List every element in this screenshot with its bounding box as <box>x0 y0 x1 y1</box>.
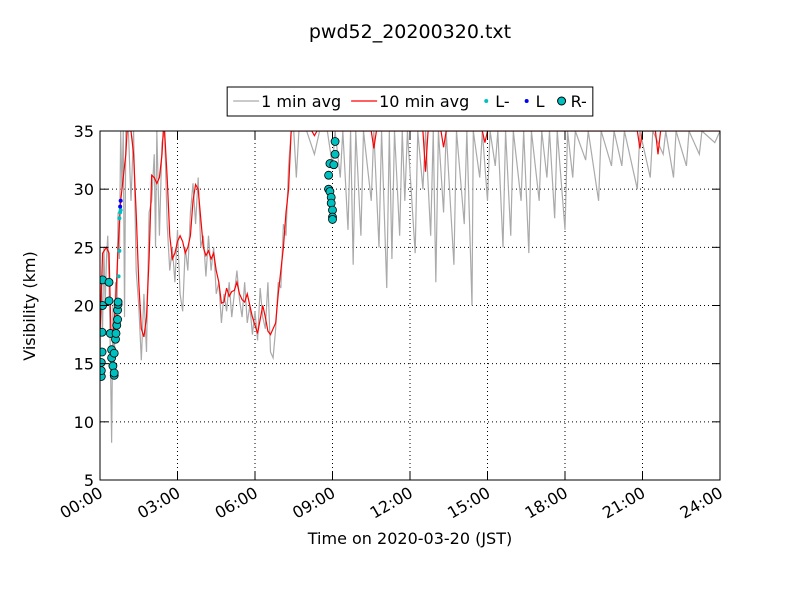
marker-point <box>118 204 123 209</box>
marker-point <box>117 248 122 253</box>
legend-box <box>226 86 594 117</box>
y-tick-label: 20 <box>74 297 94 316</box>
y-tick-label: 15 <box>74 355 94 374</box>
chart-title: pwd52_20200320.txt <box>309 21 511 43</box>
marker-point <box>324 170 334 180</box>
marker-point <box>100 366 106 376</box>
legend-item: R- <box>557 92 587 111</box>
legend-item: 10 min avg <box>351 92 469 111</box>
series-line <box>100 131 720 443</box>
marker-point <box>100 327 107 337</box>
marker-point <box>104 296 114 306</box>
marker-point <box>329 160 339 170</box>
x-tick-label: 24:00 <box>677 483 726 523</box>
legend-swatch <box>557 96 567 106</box>
marker-point <box>330 149 340 159</box>
y-axis-label: Visibility (km) <box>20 251 39 360</box>
legend-swatch <box>524 99 529 103</box>
y-tick-label: 10 <box>74 413 94 432</box>
y-tick-label: 25 <box>74 238 94 257</box>
legend-label: 1 min avg <box>261 92 341 111</box>
x-tick-label: 06:00 <box>212 483 261 523</box>
series-line <box>100 131 720 338</box>
legend-item: L- <box>484 92 510 111</box>
x-tick-label: 21:00 <box>599 483 648 523</box>
marker-point <box>117 216 122 221</box>
marker-point <box>113 315 122 324</box>
x-tick-label: 18:00 <box>522 483 571 523</box>
x-tick-label: 15:00 <box>444 483 493 523</box>
plot-area <box>100 131 720 443</box>
legend-item: 1 min avg <box>233 92 341 111</box>
x-tick-label: 12:00 <box>367 483 416 523</box>
marker-point <box>113 297 123 307</box>
legend: 1 min avg 10 min avg L- L R- <box>226 86 594 117</box>
legend-label: 10 min avg <box>379 92 469 111</box>
legend-label: L <box>536 92 545 111</box>
legend-label: L- <box>495 92 509 111</box>
y-tick-label: 5 <box>84 471 94 490</box>
marker-point <box>100 358 106 367</box>
marker-point <box>109 368 119 378</box>
y-tick-label: 35 <box>74 122 94 141</box>
x-tick-label: 09:00 <box>289 483 338 523</box>
x-axis-label: Time on 2020-03-20 (JST) <box>307 529 512 548</box>
marker-point <box>118 208 123 213</box>
marker-point <box>109 348 119 358</box>
legend-label: R- <box>571 92 587 111</box>
legend-swatch <box>484 99 489 103</box>
legend-item: L <box>524 92 545 111</box>
marker-point <box>111 329 121 338</box>
marker-point <box>116 274 121 279</box>
marker-point <box>118 198 123 203</box>
y-tick-label: 30 <box>74 180 94 199</box>
marker-point <box>330 137 340 146</box>
marker-point <box>328 215 337 224</box>
x-tick-label: 00:00 <box>57 483 106 523</box>
marker-point <box>100 347 107 357</box>
x-tick-label: 03:00 <box>134 483 183 523</box>
marker-point <box>104 277 114 287</box>
